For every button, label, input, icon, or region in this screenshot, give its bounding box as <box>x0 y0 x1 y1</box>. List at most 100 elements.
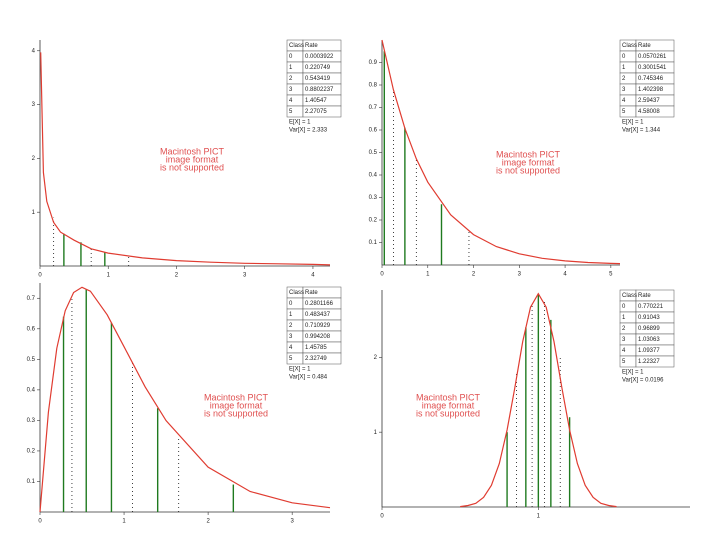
table-text: 1.45785 <box>305 345 327 351</box>
table-text: 0.745346 <box>638 76 664 82</box>
table-text: 0.91043 <box>638 315 660 321</box>
table-text: 2 <box>289 323 293 329</box>
table-text: 0.483437 <box>305 312 331 318</box>
table-text: 0 <box>289 54 293 60</box>
density-curve <box>381 39 621 265</box>
y-tick-label: 0.8 <box>369 83 378 89</box>
y-tick-label: 4 <box>32 48 36 54</box>
table-footer: E[X] = 1 <box>622 370 644 376</box>
x-tick-label: 3 <box>243 273 247 279</box>
x-tick-label: 2 <box>472 272 476 278</box>
x-tick-label: 0 <box>380 272 384 278</box>
table-text: Class <box>622 43 637 49</box>
table-text: 0 <box>622 304 626 310</box>
y-tick-label: 0.3 <box>369 195 378 201</box>
table-text: 0.3001541 <box>638 65 667 71</box>
y-tick-label: 0.6 <box>369 128 378 134</box>
placeholder-note: Macintosh PICT <box>416 392 481 402</box>
table-footer: E[X] = 1 <box>622 120 644 126</box>
placeholder-note: is not supported <box>160 162 224 172</box>
density-curve <box>40 52 331 266</box>
placeholder-note: is not supported <box>416 408 480 418</box>
x-tick-label: 3 <box>518 272 522 278</box>
table-cell <box>302 105 342 118</box>
y-tick-label: 3 <box>32 102 36 108</box>
table-text: Class <box>622 293 637 299</box>
table-text: 1.03063 <box>638 337 660 343</box>
table-text: 0.543419 <box>305 76 331 82</box>
table-footer: E[X] = 1 <box>289 120 311 126</box>
x-tick-label: 1 <box>107 273 111 279</box>
table-text: 3 <box>289 334 293 340</box>
y-tick-label: 2 <box>374 355 378 361</box>
table-text: 0.96899 <box>638 326 660 332</box>
y-tick-label: 1 <box>32 210 36 216</box>
table-cell <box>302 352 342 365</box>
density-curve <box>39 286 331 513</box>
table-text: 2.32749 <box>305 356 327 362</box>
y-tick-label: 0.7 <box>27 296 36 302</box>
table-text: 4 <box>622 98 626 104</box>
table-text: 0.8802237 <box>305 87 334 93</box>
table-text: 4.58008 <box>638 109 660 115</box>
table-text: 0.0003922 <box>305 54 334 60</box>
y-tick-label: 0.1 <box>369 240 378 246</box>
x-tick-label: 2 <box>206 519 210 525</box>
placeholder-note: image format <box>166 154 219 164</box>
table-text: 0 <box>622 54 626 60</box>
table-text: 2 <box>289 76 293 82</box>
x-tick-label: 0 <box>380 514 384 520</box>
table-text: 1.402398 <box>638 87 664 93</box>
x-tick-label: 5 <box>609 272 613 278</box>
placeholder-note: image format <box>210 400 263 410</box>
table-text: 2.59437 <box>638 98 660 104</box>
x-tick-label: 1 <box>537 514 541 520</box>
placeholder-note: Macintosh PICT <box>496 149 561 159</box>
table-text: 1 <box>289 312 293 318</box>
x-tick-label: 2 <box>175 273 179 279</box>
table-text: 2.27075 <box>305 109 327 115</box>
x-tick-label: 1 <box>122 519 126 525</box>
table-text: 0.994208 <box>305 334 331 340</box>
y-tick-label: 0.7 <box>369 105 378 111</box>
table-text: 0.770221 <box>638 304 664 310</box>
placeholder-note: Macintosh PICT <box>160 146 225 156</box>
table-text: 2 <box>622 326 626 332</box>
placeholder-note: is not supported <box>496 165 560 175</box>
y-tick-label: 0.3 <box>27 418 36 424</box>
table-text: 0.220749 <box>305 65 331 71</box>
table-text: Rate <box>305 290 318 296</box>
table-text: Rate <box>638 293 651 299</box>
table-text: 1.40547 <box>305 98 327 104</box>
table-text: 1 <box>622 65 626 71</box>
table-cell <box>635 355 675 368</box>
table-text: 3 <box>289 87 293 93</box>
table-text: 0.710929 <box>305 323 331 329</box>
y-tick-label: 0.2 <box>27 449 36 455</box>
table-text: 1 <box>622 315 626 321</box>
table-text: 2 <box>622 76 626 82</box>
table-text: 4 <box>289 98 293 104</box>
table-footer: Var[X] = 0.0196 <box>622 378 664 384</box>
table-text: 1 <box>289 65 293 71</box>
placeholder-note: image format <box>422 400 475 410</box>
y-tick-label: 0.5 <box>369 150 378 156</box>
y-tick-label: 0.1 <box>27 479 36 485</box>
table-footer: Var[X] = 2.333 <box>289 128 328 134</box>
placeholder-note: Macintosh PICT <box>204 392 269 402</box>
table-text: 4 <box>622 348 626 354</box>
table-text: 3 <box>622 337 626 343</box>
x-tick-label: 1 <box>426 272 430 278</box>
table-text: 4 <box>289 345 293 351</box>
table-text: 0.2801166 <box>305 301 334 307</box>
y-tick-label: 0.9 <box>369 60 378 66</box>
table-text: 3 <box>622 87 626 93</box>
placeholder-note: image format <box>502 157 555 167</box>
table-text: 0.0570261 <box>638 54 667 60</box>
table-text: 1.22327 <box>638 359 660 365</box>
density-curve <box>460 292 617 508</box>
x-tick-label: 4 <box>563 272 567 278</box>
table-footer: E[X] = 1 <box>289 367 311 373</box>
